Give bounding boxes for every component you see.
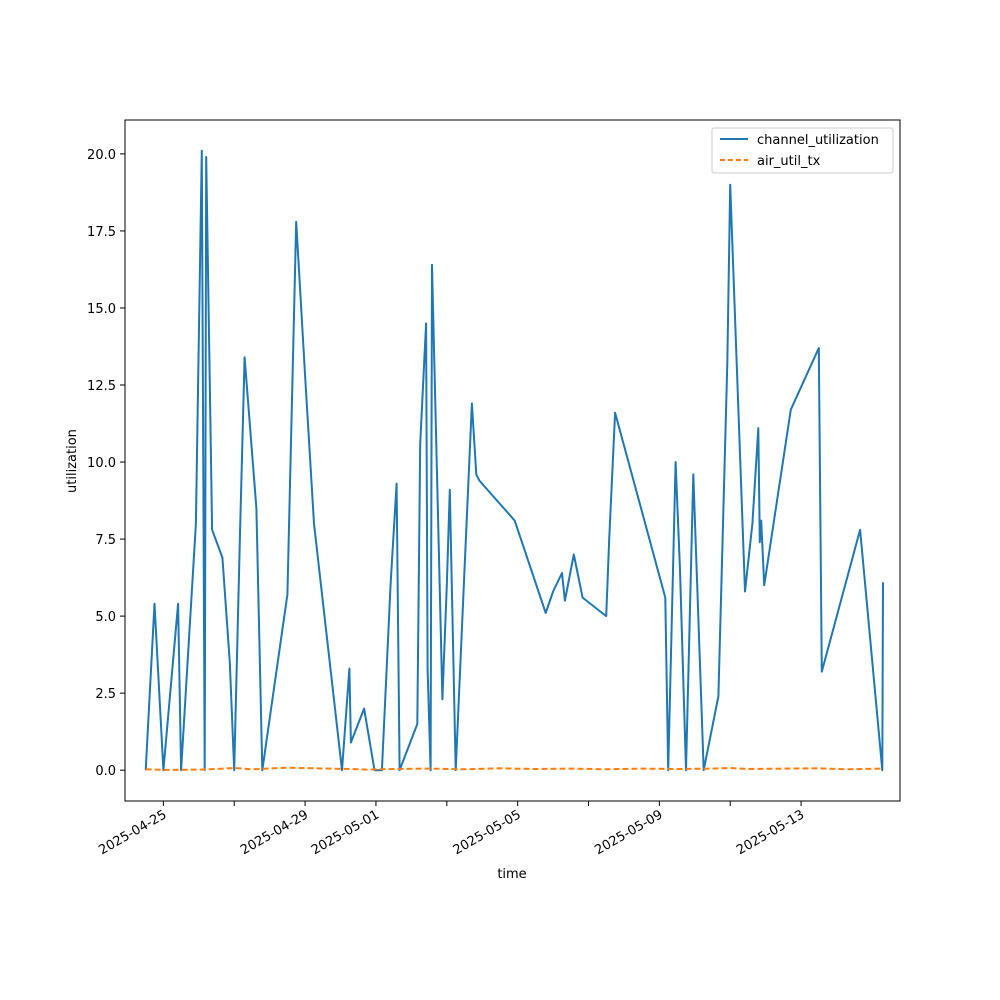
x-axis-label: time bbox=[497, 867, 526, 882]
legend-label-channel-utilization: channel_utilization bbox=[757, 133, 879, 148]
y-tick-label: 20.0 bbox=[87, 148, 116, 163]
y-axis: 0.0 2.5 5.0 7.5 10.0 12.5 15.0 17.5 20.0 bbox=[87, 148, 125, 779]
y-tick-label: 2.5 bbox=[95, 687, 116, 702]
y-tick-label: 5.0 bbox=[95, 610, 116, 625]
y-tick-label: 15.0 bbox=[87, 302, 116, 317]
x-tick-label: 2025-05-09 bbox=[592, 807, 665, 858]
x-tick-label: 2025-05-05 bbox=[451, 807, 524, 858]
series-line-channel-utilization bbox=[144, 149, 884, 772]
y-tick-label: 12.5 bbox=[87, 379, 116, 394]
y-axis-label: utilization bbox=[65, 429, 80, 493]
x-tick-label: 2025-05-01 bbox=[309, 807, 382, 858]
x-tick-label: 2025-05-13 bbox=[734, 807, 807, 858]
x-tick-label: 2025-04-25 bbox=[96, 807, 169, 858]
legend-label-air-util-tx: air_util_tx bbox=[757, 154, 821, 169]
legend-box bbox=[711, 127, 894, 174]
y-tick-label: 17.5 bbox=[87, 225, 116, 240]
plot-area bbox=[124, 119, 901, 802]
y-tick-label: 7.5 bbox=[95, 533, 116, 548]
x-tick-label: 2025-04-29 bbox=[238, 807, 311, 858]
y-tick-label: 0.0 bbox=[95, 764, 116, 779]
legend: channel_utilization air_util_tx bbox=[711, 127, 894, 174]
plot-frame bbox=[124, 119, 901, 802]
series-line-air-util-tx bbox=[145, 766, 884, 771]
series-layer bbox=[144, 149, 884, 772]
y-tick-label: 10.0 bbox=[87, 456, 116, 471]
